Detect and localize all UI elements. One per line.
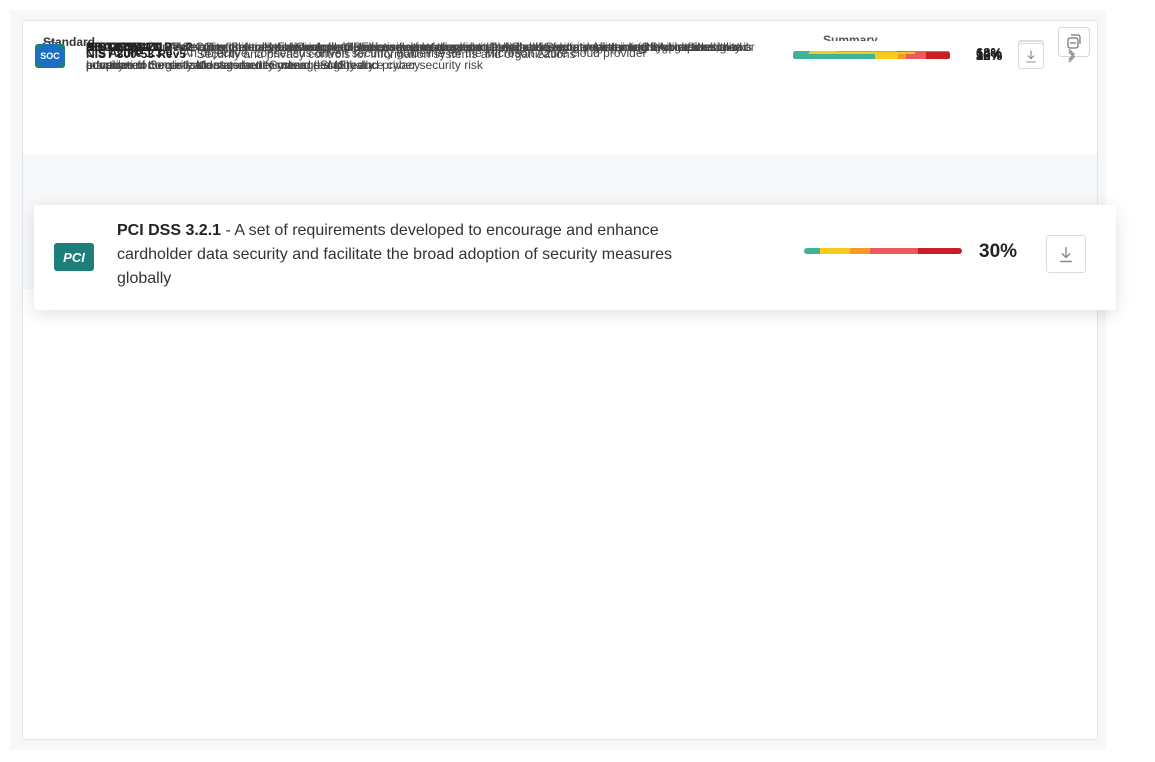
standard-name: PCI DSS 3.2.1 [86,40,165,54]
bar-segment [926,54,950,59]
standard-description: - A set of controls at a service organiz… [86,40,755,72]
bar-segment [804,248,820,254]
bar-segment [793,54,875,59]
standard-row[interactable]: PCI PCI DSS 3.2.1 - A set of requirements… [23,40,1097,632]
standard-row[interactable]: SOC SOC2 Type II - A set of controls at a… [23,40,1097,702]
bar-segment [849,248,871,254]
standard-name: NIST 800-171 Rev2 [86,39,193,54]
standard-description: - Security and privacy controls for info… [189,46,576,61]
score: 30% [976,48,1003,63]
standard-name: PCI DSS 3.2.1 [117,222,222,239]
chevron[interactable] [1066,50,1076,69]
standard-description: - A set of requirements developed to enc… [117,222,672,287]
description: NIST 800-53 Rev5 - Security and privacy … [86,45,776,63]
score: 36% [976,47,1003,63]
score: 14% [976,45,1003,61]
summary-bar [804,248,962,254]
score: 68% [976,45,1003,60]
standard-description: - Provide a model for establishing, impl… [86,40,744,72]
description: PCI DSS 3.2.1 - A set of requirements de… [117,219,717,291]
score: 15% [976,48,1003,63]
summary-bar [793,54,950,59]
standards-table: Standard Summary CISCIS Azure 1.3.0 - An… [22,20,1098,740]
description: SOC2 Type II - A set of controls at a se… [86,38,776,74]
standard-name: NIST 800-53 Rev5 [86,46,187,61]
chevron[interactable] [1066,48,1076,67]
highlighted-row[interactable]: PCI PCI DSS 3.2.1 - A set of requirements… [34,205,1116,310]
standard-row[interactable]: NISTNIST CSF 1.1 - The Cyber Security Fr… [23,40,1097,562]
column-header: Summary [823,33,878,41]
standard-name: NIST CSF 1.1 [86,39,161,54]
bar-segment [898,54,907,59]
standard-row[interactable]: CSACSA CCM 4.0.2 - Security control fram… [23,40,1097,154]
bar-segment [906,54,927,59]
score: 30% [979,241,1018,262]
standard-description: - Confidentiality of Controlled Unclassi… [196,39,735,54]
standard-description: - An objective, consensus-driven securit… [175,46,647,60]
description: CSA CCM 4.0.2 - Security control framewo… [86,38,776,74]
bar-segment [917,248,962,254]
standard-row[interactable]: NISTNIST 800-171 Rev2 - Confidentiality … [23,40,1097,428]
standard-name: SOC2 Type II [86,40,160,54]
standard-name: CSA CCM 4.0.2 [86,39,172,54]
standard-description: - Security control framework for cloud c… [86,39,752,72]
description: NIST CSF 1.1 - The Cyber Security Framew… [86,38,776,74]
standard-description: - The Cyber Security Framework (CSF) is … [86,39,743,72]
standard-name: ISO 27001 [86,40,144,54]
description: NIST 800-171 Rev2 - Confidentiality of C… [86,38,776,56]
download-button[interactable] [1046,235,1086,273]
description: CIS Azure 1.3.0 - An objective, consensu… [86,44,776,62]
score: 90% [976,48,1003,63]
download-button[interactable] [1018,43,1044,69]
description: ISO 27001 - Provide a model for establis… [86,38,776,74]
standard-row[interactable]: NISTNIST 800-53 Rev5 - Security and priv… [23,40,1097,493]
logo: SOC [35,44,65,68]
collapse-button[interactable] [1058,27,1090,57]
standard-name: CIS Azure 1.3.0 [86,46,173,60]
score: 10% [976,47,1003,63]
bar-segment [819,248,850,254]
standard-description: - A set of requirements developed to enc… [86,40,749,72]
bar-segment [874,54,899,59]
bar-segment [870,248,918,254]
description: PCI DSS 3.2.1 - A set of requirements de… [86,38,776,74]
logo: PCI [54,243,94,271]
score: 32% [976,47,1003,63]
